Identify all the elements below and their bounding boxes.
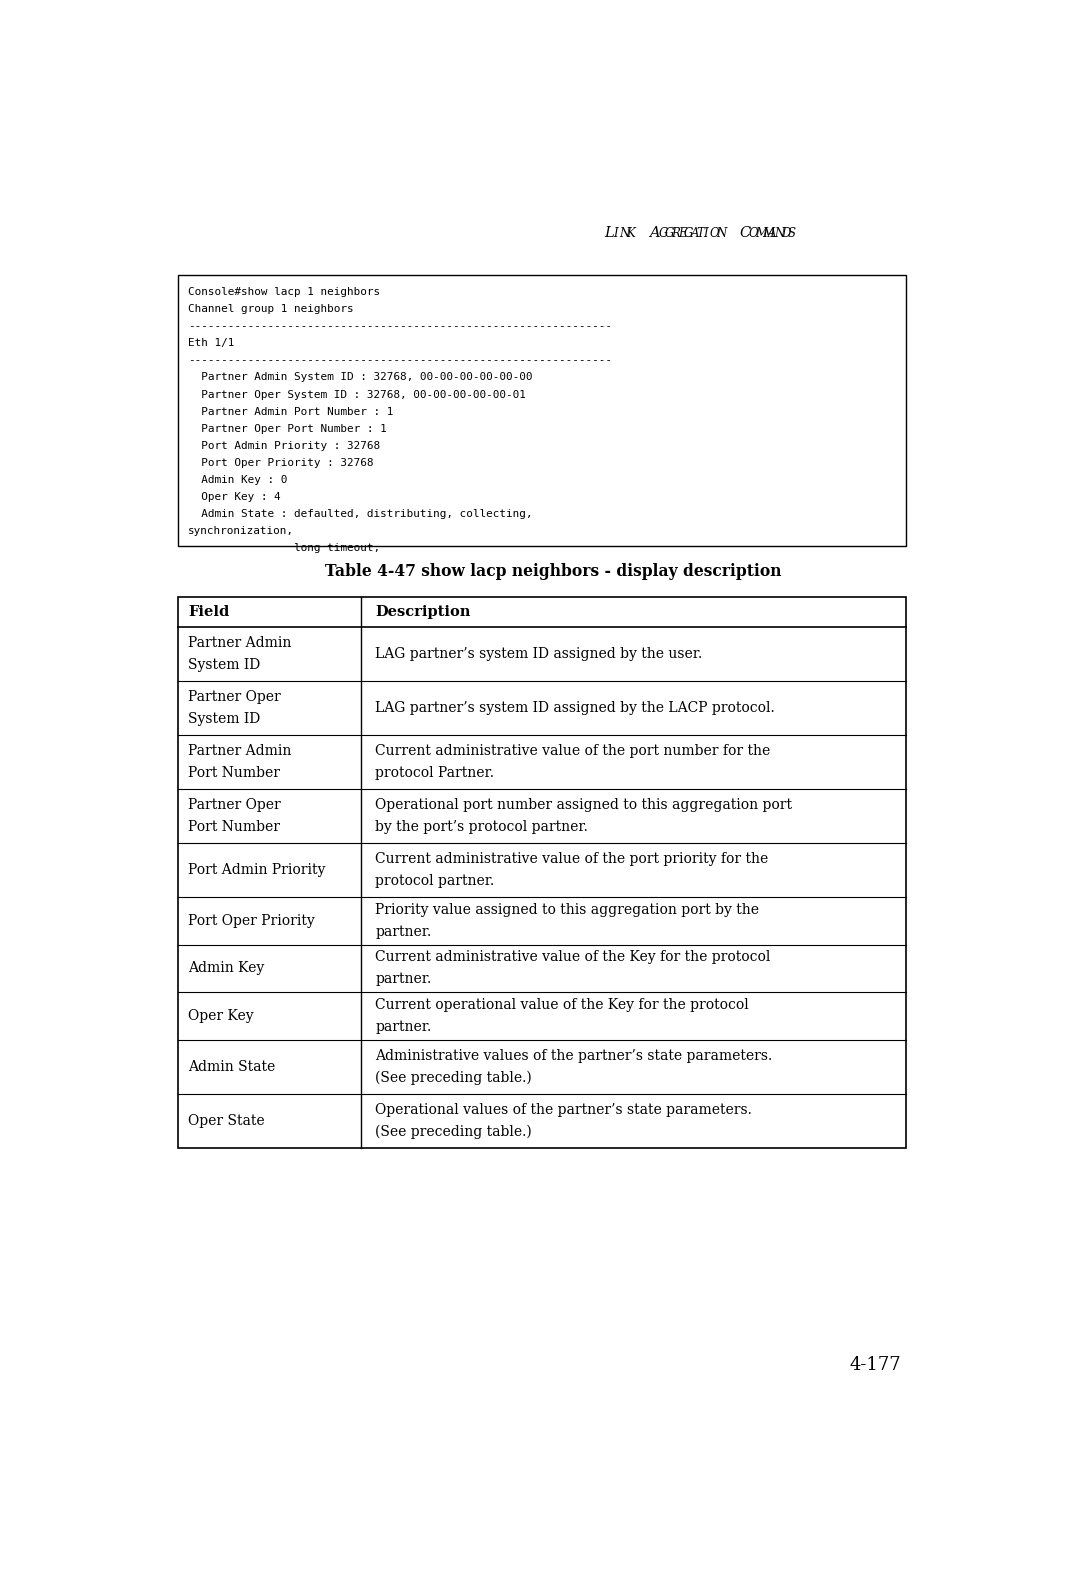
Text: Field: Field <box>189 604 230 619</box>
Text: Eth 1/1: Eth 1/1 <box>188 338 234 349</box>
Text: protocol partner.: protocol partner. <box>375 874 495 887</box>
Text: synchronization,: synchronization, <box>188 526 294 537</box>
Text: Partner Admin: Partner Admin <box>189 744 292 758</box>
Text: (See preceding table.): (See preceding table.) <box>375 1124 532 1140</box>
Text: Port Admin Priority : 32768: Port Admin Priority : 32768 <box>188 441 380 451</box>
Text: C: C <box>740 226 751 240</box>
Text: long timeout,: long timeout, <box>188 543 380 553</box>
Text: Administrative values of the partner’s state parameters.: Administrative values of the partner’s s… <box>375 1049 772 1063</box>
Text: Oper Key : 4: Oper Key : 4 <box>188 491 281 502</box>
Text: Table 4-47 show lacp neighbors - display description: Table 4-47 show lacp neighbors - display… <box>325 564 782 581</box>
Text: Admin Key: Admin Key <box>189 961 265 975</box>
Text: M: M <box>755 226 767 240</box>
Text: Port Oper Priority: Port Oper Priority <box>189 914 315 928</box>
Text: M: M <box>761 226 773 240</box>
Text: protocol Partner.: protocol Partner. <box>375 766 495 780</box>
Text: Current administrative value of the Key for the protocol: Current administrative value of the Key … <box>375 950 771 964</box>
FancyBboxPatch shape <box>177 597 906 1148</box>
Text: Partner Admin Port Number : 1: Partner Admin Port Number : 1 <box>188 407 393 416</box>
Text: D: D <box>781 226 791 240</box>
Text: LAG partner’s system ID assigned by the LACP protocol.: LAG partner’s system ID assigned by the … <box>375 702 775 716</box>
Text: ----------------------------------------------------------------: ----------------------------------------… <box>188 355 611 366</box>
Text: System ID: System ID <box>189 713 260 725</box>
Text: by the port’s protocol partner.: by the port’s protocol partner. <box>375 820 589 834</box>
Text: Channel group 1 neighbors: Channel group 1 neighbors <box>188 305 353 314</box>
Text: A: A <box>768 226 777 240</box>
Text: Console#show lacp 1 neighbors: Console#show lacp 1 neighbors <box>188 287 380 297</box>
Text: Port Number: Port Number <box>189 766 281 780</box>
Text: R: R <box>672 226 680 240</box>
Text: I: I <box>703 226 707 240</box>
Text: Operational port number assigned to this aggregation port: Operational port number assigned to this… <box>375 798 793 812</box>
Text: Admin Key : 0: Admin Key : 0 <box>188 476 287 485</box>
Text: Partner Oper Port Number : 1: Partner Oper Port Number : 1 <box>188 424 387 433</box>
Text: Partner Oper System ID : 32768, 00-00-00-00-00-01: Partner Oper System ID : 32768, 00-00-00… <box>188 389 526 399</box>
Text: N: N <box>620 226 630 240</box>
Text: System ID: System ID <box>189 658 260 672</box>
Text: Port Number: Port Number <box>189 820 281 834</box>
Text: Partner Oper: Partner Oper <box>189 691 281 705</box>
Text: N: N <box>774 226 785 240</box>
Text: partner.: partner. <box>375 1020 432 1035</box>
Text: A: A <box>690 226 699 240</box>
Text: LAG partner’s system ID assigned by the user.: LAG partner’s system ID assigned by the … <box>375 647 702 661</box>
Text: Port Admin Priority: Port Admin Priority <box>189 864 326 878</box>
Text: I: I <box>613 226 618 240</box>
Text: Priority value assigned to this aggregation port by the: Priority value assigned to this aggregat… <box>375 903 759 917</box>
Text: (See preceding table.): (See preceding table.) <box>375 1071 532 1085</box>
Text: Admin State : defaulted, distributing, collecting,: Admin State : defaulted, distributing, c… <box>188 509 532 520</box>
Text: A: A <box>649 226 660 240</box>
Text: N: N <box>716 226 726 240</box>
Text: Current administrative value of the port number for the: Current administrative value of the port… <box>375 744 770 758</box>
Text: E: E <box>678 226 687 240</box>
Text: Operational values of the partner’s state parameters.: Operational values of the partner’s stat… <box>375 1102 752 1116</box>
Text: 4-177: 4-177 <box>849 1356 901 1374</box>
Text: T: T <box>697 226 705 240</box>
Text: Description: Description <box>375 604 471 619</box>
Text: Current administrative value of the port priority for the: Current administrative value of the port… <box>375 853 769 867</box>
FancyBboxPatch shape <box>177 275 906 546</box>
Text: L: L <box>604 226 613 240</box>
Text: G: G <box>665 226 674 240</box>
Text: K: K <box>626 226 635 240</box>
Text: G: G <box>684 226 693 240</box>
Text: G: G <box>659 226 669 240</box>
Text: Port Oper Priority : 32768: Port Oper Priority : 32768 <box>188 458 374 468</box>
Text: Current operational value of the Key for the protocol: Current operational value of the Key for… <box>375 999 750 1013</box>
Text: S: S <box>787 226 796 240</box>
Text: Partner Admin System ID : 32768, 00-00-00-00-00-00: Partner Admin System ID : 32768, 00-00-0… <box>188 372 532 383</box>
Text: partner.: partner. <box>375 925 432 939</box>
Text: Admin State: Admin State <box>189 1060 275 1074</box>
Text: ----------------------------------------------------------------: ----------------------------------------… <box>188 322 611 331</box>
Text: Partner Oper: Partner Oper <box>189 798 281 812</box>
Text: O: O <box>710 226 719 240</box>
Text: Partner Admin: Partner Admin <box>189 636 292 650</box>
Text: Oper State: Oper State <box>189 1113 265 1127</box>
Text: O: O <box>748 226 758 240</box>
Text: partner.: partner. <box>375 972 432 986</box>
Text: Oper Key: Oper Key <box>189 1010 254 1024</box>
